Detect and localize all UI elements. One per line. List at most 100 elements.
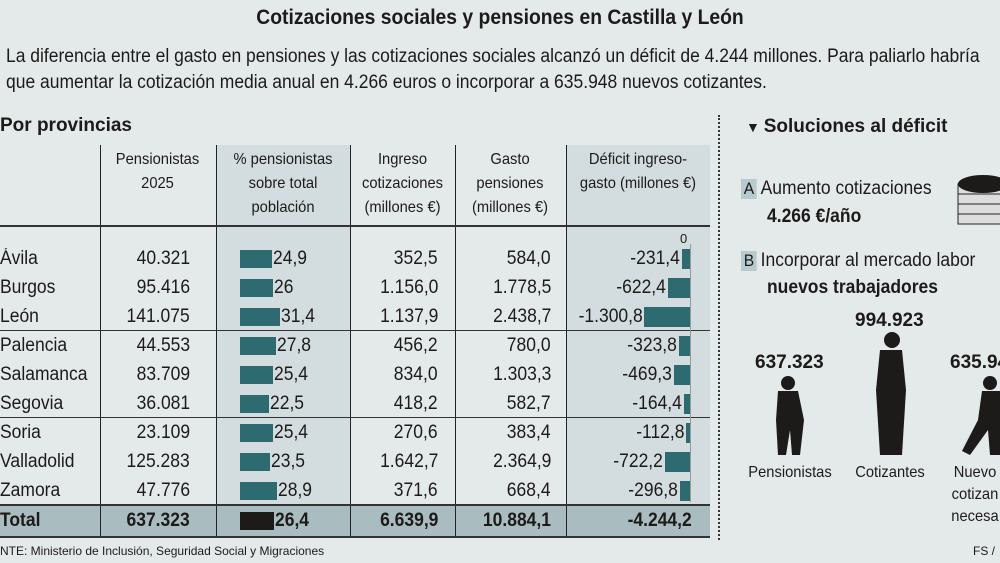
- contributors-value: 994.923: [855, 310, 924, 331]
- pct-column-shade: [216, 145, 350, 505]
- province-name: Burgos: [0, 277, 56, 298]
- expense-value: 383,4: [507, 422, 551, 443]
- pensioners-value: 95.416: [136, 277, 190, 298]
- expense-value: 668,4: [507, 480, 551, 501]
- income-value: 371,6: [394, 480, 438, 501]
- pensioners-value: 44.553: [136, 335, 190, 356]
- column-divider: [566, 145, 567, 537]
- pct-label: 25,4: [273, 422, 308, 443]
- intro-text: La diferencia entre el gasto en pensione…: [6, 46, 980, 93]
- pensioners-value: 23.109: [136, 422, 190, 443]
- total-rule: [0, 504, 710, 506]
- column-header: Ingreso cotizaciones (millones €): [361, 151, 443, 216]
- deficit-label: -323,8: [627, 335, 677, 356]
- expense-value: 2.364,9: [492, 451, 551, 472]
- pct-bar: [240, 482, 277, 500]
- deficit-label: -4.244,2: [627, 510, 692, 531]
- province-name: León: [0, 306, 39, 327]
- infographic-title: Cotizaciones sociales y pensiones en Cas…: [256, 6, 744, 29]
- pct-label: 25,4: [273, 364, 308, 385]
- pct-label: 22,5: [269, 393, 304, 414]
- section-title: Por provincias: [0, 115, 132, 136]
- triangle-down-icon: ▼: [746, 119, 764, 135]
- expense-value: 10.884,1: [482, 510, 551, 531]
- deficit-label: -1.300,8: [578, 306, 643, 327]
- badge-b: B: [741, 251, 757, 271]
- pct-bar: [240, 512, 274, 530]
- deficit-bar: [686, 423, 690, 443]
- expense-value: 582,7: [507, 393, 551, 414]
- contributors-label: Cotizantes: [855, 464, 925, 481]
- province-name: Segovia: [0, 393, 64, 414]
- deficit-label: -112,8: [635, 422, 685, 443]
- column-divider: [455, 145, 456, 537]
- deficit-bar: [644, 307, 690, 327]
- pct-label: 28,9: [277, 480, 313, 501]
- province-name: Total: [0, 510, 41, 531]
- deficit-zero-label: 0: [680, 231, 688, 246]
- pct-bar: [240, 366, 273, 384]
- contributor-silhouette-icon: [876, 332, 906, 455]
- deficit-label: -622,4: [616, 277, 667, 298]
- deficit-bar: [664, 452, 690, 472]
- pct-bar: [240, 453, 271, 471]
- column-header: Déficit ingreso-gasto (millones €): [579, 151, 697, 192]
- deficit-label: -722,2: [613, 451, 663, 472]
- province-name: Palencia: [0, 335, 68, 356]
- province-name: Ávila: [0, 248, 38, 269]
- expense-value: 780,0: [507, 335, 551, 356]
- pensioners-value: 637.323: [755, 352, 824, 373]
- income-value: 418,2: [394, 393, 438, 414]
- pct-bar: [240, 337, 276, 355]
- source-note: NTE: Ministerio de Inclusión, Seguridad …: [0, 544, 325, 558]
- deficit-label: -469,3: [622, 364, 672, 385]
- column-header: Pensionistas 2025: [115, 151, 200, 192]
- pct-bar: [240, 279, 274, 297]
- solution-a-value: 4.266 €/año: [767, 206, 862, 227]
- column-divider: [216, 145, 217, 537]
- group-rule: [0, 330, 710, 331]
- header-rule: [0, 225, 710, 227]
- pct-bar: [240, 395, 269, 413]
- expense-value: 1.778,5: [492, 277, 551, 298]
- pensioners-value: 36.081: [136, 393, 190, 414]
- pensioner-silhouette-icon: [776, 376, 804, 455]
- column-divider: [100, 145, 101, 537]
- pct-label: 26: [274, 277, 294, 298]
- column-header: Gasto pensiones (millones €): [471, 151, 549, 216]
- pensioners-value: 141.075: [126, 306, 190, 327]
- solution-b: B Incorporar al mercado labor: [741, 250, 975, 272]
- pct-label: 27,8: [276, 335, 311, 356]
- pct-bar: [240, 250, 272, 268]
- column-header: % pensionistas sobre total población: [233, 151, 333, 216]
- pct-label: 24,9: [272, 248, 307, 269]
- deficit-zero-line: [690, 244, 691, 502]
- province-name: Zamora: [0, 480, 61, 501]
- income-value: 6.639,9: [379, 510, 438, 531]
- solutions-heading: ▼ Soluciones al déficit: [746, 116, 947, 138]
- solution-a-text: Aumento cotizaciones: [760, 178, 932, 199]
- deficit-bar: [673, 365, 690, 385]
- pensioners-value: 83.709: [136, 364, 190, 385]
- bottom-rule: [0, 536, 710, 538]
- deficit-bar: [679, 481, 690, 501]
- new-worker-silhouette-icon: [962, 376, 1000, 455]
- divider: [718, 115, 720, 540]
- badge-a: A: [741, 179, 757, 199]
- solution-a: A Aumento cotizaciones: [741, 178, 932, 200]
- deficit-bar: [684, 394, 690, 414]
- province-name: Salamanca: [0, 364, 88, 385]
- income-value: 834,0: [394, 364, 438, 385]
- deficit-label: -164,4: [632, 393, 683, 414]
- pensioners-value: 47.776: [136, 480, 190, 501]
- pct-label: 26,4: [274, 510, 309, 531]
- income-value: 1.642,7: [379, 451, 438, 472]
- province-name: Valladolid: [0, 451, 75, 472]
- pct-label: 23,5: [271, 451, 306, 472]
- expense-value: 2.438,7: [492, 306, 551, 327]
- new-contributors-label: Nuevo cotizan necesa: [951, 464, 999, 525]
- income-value: 352,5: [394, 248, 438, 269]
- credit: FS /: [973, 544, 996, 558]
- income-value: 1.156,0: [379, 277, 438, 298]
- total-row-bg: [0, 505, 710, 537]
